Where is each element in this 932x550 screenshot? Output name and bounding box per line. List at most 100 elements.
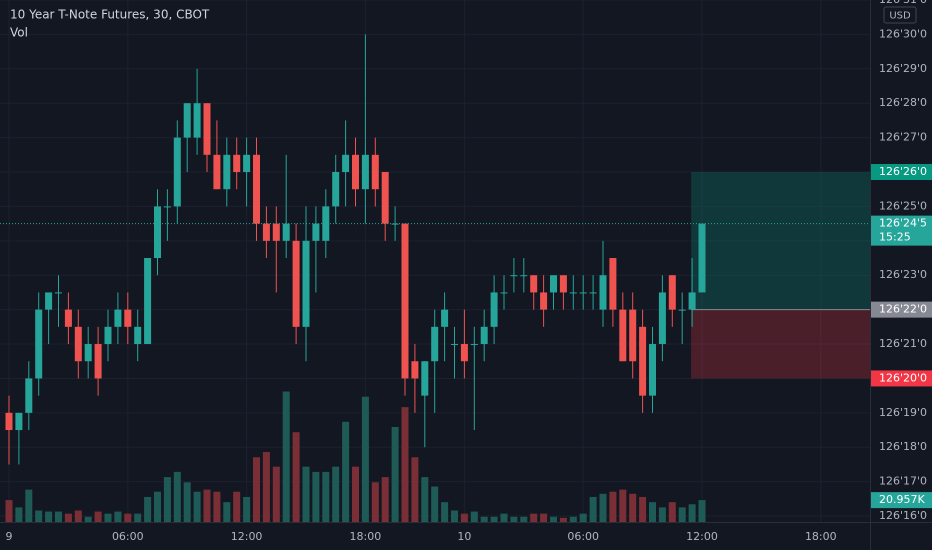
candle-body xyxy=(431,326,439,362)
price-tick-label: 126'30'0 xyxy=(879,27,927,40)
candle-body xyxy=(163,206,171,208)
candle-body xyxy=(639,326,647,396)
volume-bar xyxy=(74,510,82,522)
volume-bar xyxy=(292,432,300,522)
candle-body xyxy=(104,326,112,345)
candle-body xyxy=(25,378,33,413)
volume-bar xyxy=(361,396,369,522)
volume-bar xyxy=(25,489,33,522)
candle-body xyxy=(361,154,369,190)
candle-body xyxy=(559,275,567,293)
volume-bar xyxy=(154,491,161,522)
candle-body xyxy=(490,292,498,327)
volume-bar xyxy=(312,471,320,522)
candle-body xyxy=(411,361,419,379)
volume-bar xyxy=(569,516,577,522)
price-tick-label: 126'18'0 xyxy=(879,440,927,453)
order-label-box xyxy=(871,164,932,181)
volume-bar xyxy=(391,426,399,522)
volume-bar xyxy=(649,502,656,522)
volume-bar xyxy=(579,513,587,522)
volume-bar xyxy=(658,507,666,522)
volume-bar xyxy=(470,511,478,522)
candle-body xyxy=(312,223,320,241)
volume-bar xyxy=(451,510,458,522)
volume-bar xyxy=(520,516,528,522)
candle-body xyxy=(698,223,706,293)
candle-body xyxy=(609,258,617,310)
last-volume-box xyxy=(871,492,932,509)
price-tick-label: 126'19'0 xyxy=(879,406,927,419)
volume-bar xyxy=(441,502,449,522)
candle-body xyxy=(213,154,221,190)
candle-body xyxy=(233,154,241,173)
position-loss xyxy=(691,309,870,379)
volume-bar xyxy=(64,513,72,522)
time-label: 12:00 xyxy=(231,530,263,543)
candle-body xyxy=(302,240,310,327)
volume-bar xyxy=(173,471,181,522)
volume-bar xyxy=(540,513,548,522)
candle-body xyxy=(540,292,548,310)
candle-body xyxy=(94,344,102,379)
price-tick-label: 126'17'0 xyxy=(879,475,927,488)
candle-body xyxy=(649,344,656,396)
volume-bar xyxy=(352,466,359,522)
volume-bar xyxy=(183,482,191,522)
currency-box[interactable] xyxy=(883,6,917,24)
volume-bar xyxy=(193,491,201,522)
price-tick-label: 126'27'0 xyxy=(879,131,927,144)
price-tick-label: 126'21'0 xyxy=(879,337,927,350)
volume-bar xyxy=(104,513,112,522)
volume-bar xyxy=(678,507,686,522)
candle-body xyxy=(352,154,359,190)
candle-body xyxy=(64,309,72,327)
price-tick-label: 126'31'0 xyxy=(879,0,927,6)
chart-title: 10 Year T-Note Futures, 30, CBOT xyxy=(10,8,210,22)
candle-body xyxy=(371,154,379,190)
candle-body xyxy=(342,154,350,173)
price-tick-label: 126'25'0 xyxy=(879,199,927,212)
time-label: 18:00 xyxy=(805,530,837,543)
candle-body xyxy=(282,223,290,241)
candle-body xyxy=(381,172,389,224)
candle-body xyxy=(243,154,251,173)
candle-body xyxy=(272,223,280,241)
volume-bar xyxy=(411,457,419,522)
order-label: 126'20'0 xyxy=(879,371,927,384)
candle-body xyxy=(451,344,458,346)
position-profit xyxy=(691,172,870,310)
countdown-label: 15:25 xyxy=(879,231,911,244)
volume-bar xyxy=(629,493,637,522)
candle-body xyxy=(421,361,429,396)
candle-body xyxy=(84,344,92,362)
candle-body xyxy=(144,258,152,345)
volume-bar xyxy=(213,491,221,522)
volume-bar xyxy=(619,489,627,522)
volume-bar xyxy=(233,491,241,522)
candle-body xyxy=(262,223,270,241)
price-tick-label: 126'28'0 xyxy=(879,96,927,109)
candle-body xyxy=(124,309,132,327)
indicator-name: Vol xyxy=(10,26,28,40)
candle-body xyxy=(45,292,53,310)
currency-label[interactable]: USD xyxy=(889,11,911,22)
candle-body xyxy=(292,240,300,327)
volume-bar xyxy=(332,466,340,522)
time-label: 06:00 xyxy=(567,530,599,543)
candle-body xyxy=(589,292,597,294)
candle-body xyxy=(401,223,409,379)
volume-bar xyxy=(243,496,251,522)
volume-bar xyxy=(421,477,429,522)
volume-bar xyxy=(530,513,538,522)
volume-bar xyxy=(609,491,617,522)
candle-body xyxy=(500,292,508,294)
candle-body xyxy=(688,292,696,310)
candle-body xyxy=(629,309,637,362)
candle-body xyxy=(134,326,142,345)
candle-body xyxy=(678,309,686,311)
candle-body xyxy=(322,206,330,241)
candle-body xyxy=(470,344,478,346)
volume-bar xyxy=(550,516,557,522)
